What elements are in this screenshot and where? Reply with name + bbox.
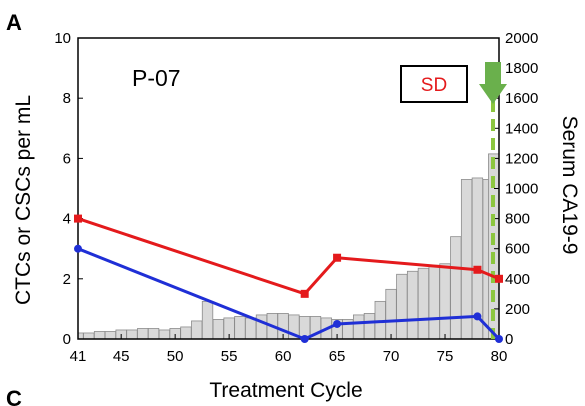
- y-left-tick-label: 8: [63, 90, 71, 107]
- chart-title: P-07: [132, 65, 181, 91]
- plot-area: 41 45 50 55 60 65 70 75 800246810020040060080010…: [54, 30, 538, 365]
- y-right-tick-label: 1000: [505, 181, 538, 198]
- bar: [77, 332, 84, 340]
- series-point: [74, 244, 82, 253]
- y-left-tick-label: 4: [63, 211, 71, 228]
- bar: [450, 236, 462, 340]
- bar: [245, 317, 257, 340]
- bar: [234, 316, 246, 340]
- bar: [147, 328, 160, 340]
- bar: [460, 179, 473, 340]
- x-tick-label: 50: [167, 348, 184, 365]
- bar: [428, 264, 440, 340]
- bar: [180, 326, 192, 340]
- bar: [385, 288, 397, 340]
- y-right-tick-label: 1400: [505, 120, 538, 137]
- series-point: [300, 289, 309, 298]
- bar: [104, 331, 117, 340]
- x-tick-label: 80: [491, 348, 508, 365]
- bar: [212, 319, 224, 340]
- bar: [158, 329, 171, 340]
- bar: [363, 313, 376, 340]
- series-point: [333, 253, 342, 262]
- series-point: [473, 265, 482, 274]
- y-right-tick-label: 200: [505, 301, 530, 318]
- y-right-tick-label: 0: [505, 331, 513, 348]
- bar: [439, 263, 451, 340]
- panel-label-a: A: [6, 10, 22, 35]
- y-right-tick-label: 1600: [505, 90, 538, 107]
- bar: [83, 332, 95, 340]
- x-tick-label: 45: [113, 348, 130, 365]
- y-right-tick-label: 600: [505, 241, 530, 258]
- y-left-tick-label: 10: [54, 30, 71, 47]
- y-right-tick-label: 2000: [505, 30, 538, 47]
- y-left-tick-label: 6: [63, 150, 71, 167]
- bar: [396, 273, 408, 340]
- x-tick-label: 55: [221, 348, 238, 365]
- down-arrow-icon: [479, 62, 507, 104]
- y-axis-label-right: Serum CA19-9: [558, 116, 581, 255]
- series-point: [495, 274, 503, 283]
- annotation-box: SD: [400, 65, 468, 103]
- bar: [191, 320, 203, 340]
- bar: [137, 328, 149, 340]
- bar: [93, 331, 106, 340]
- x-tick-label: 60: [275, 348, 292, 365]
- x-tick-label: 65: [329, 348, 346, 365]
- annotation-frame: [400, 65, 468, 103]
- bar: [417, 267, 430, 340]
- series-point: [300, 335, 309, 343]
- bar: [255, 314, 268, 340]
- series-point: [495, 335, 503, 343]
- y-axis-label-left: CTCs or CSCs per mL: [12, 95, 35, 305]
- bar: [201, 300, 214, 340]
- bar: [406, 270, 419, 340]
- y-left-tick-label: 0: [63, 331, 71, 348]
- panel-label-c: C: [6, 386, 22, 406]
- y-right-tick-label: 1200: [505, 150, 538, 167]
- series-point: [473, 312, 482, 321]
- bar: [353, 314, 365, 340]
- y-right-tick-label: 400: [505, 271, 530, 288]
- x-tick-label: 41: [70, 348, 87, 365]
- series-point: [74, 214, 82, 223]
- x-axis-label: Treatment Cycle: [209, 379, 362, 402]
- x-tick-label: 75: [437, 348, 454, 365]
- series-point: [333, 319, 342, 328]
- y-right-tick-label: 1800: [505, 60, 538, 77]
- bar: [126, 329, 138, 340]
- annotation-sd: SD: [421, 75, 447, 96]
- x-tick-label: 70: [383, 348, 400, 365]
- y-right-tick-label: 800: [505, 211, 530, 228]
- y-left-tick-label: 2: [63, 271, 71, 288]
